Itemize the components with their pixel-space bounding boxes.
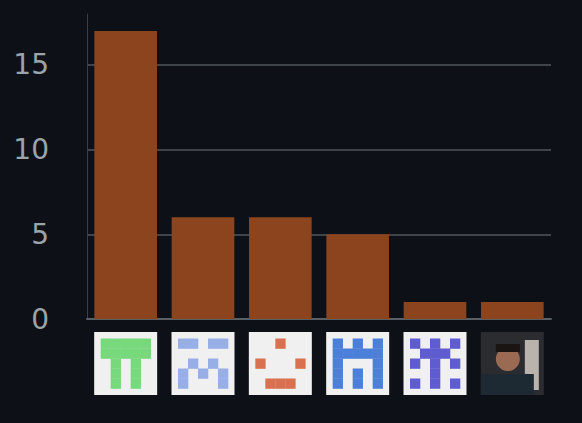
svg-text:5: 5 bbox=[31, 218, 49, 251]
svg-text:0: 0 bbox=[31, 303, 49, 336]
svg-text:15: 15 bbox=[13, 48, 49, 81]
svg-text:10: 10 bbox=[13, 133, 49, 166]
